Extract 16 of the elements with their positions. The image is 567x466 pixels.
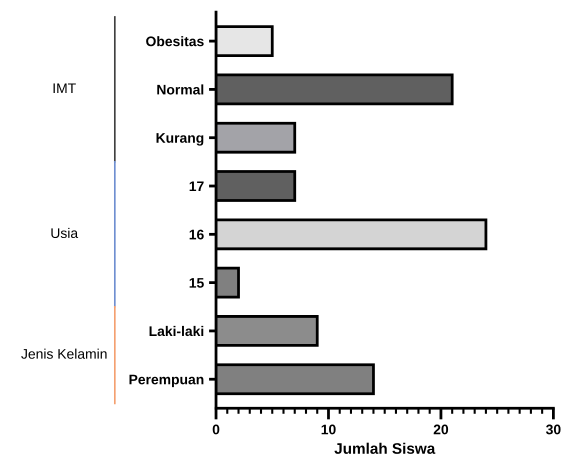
text: Usia: [51, 228, 78, 238]
x-tick-label: 20: [434, 424, 448, 434]
y-tick-label: 16: [190, 230, 204, 240]
y-tick-label: 15: [190, 278, 204, 288]
x-tick-label: 10: [322, 424, 336, 434]
x-axis-title: Jumlah Siswa: [334, 442, 436, 454]
y-tick-label: Perempuan: [130, 374, 204, 388]
y-tick-label: Normal: [157, 84, 204, 95]
x-tick-label: 30: [546, 424, 561, 434]
text: Jenis Kelamin: [21, 348, 107, 359]
y-tick-label: Kurang: [156, 133, 204, 146]
y-tick-label: 17: [190, 181, 204, 192]
y-tick-label: Obesitas: [146, 36, 204, 46]
y-tick-label: Laki-laki: [150, 326, 204, 336]
x-tick-label: 0: [212, 424, 220, 434]
text: IMT: [54, 83, 76, 93]
